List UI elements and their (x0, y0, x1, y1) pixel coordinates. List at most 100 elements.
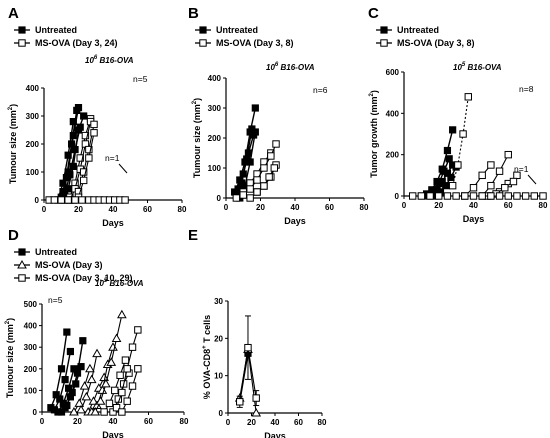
y-axis-label-sup: 2 (5, 320, 11, 324)
data-point (521, 192, 530, 200)
data-point (81, 131, 90, 140)
y-tick-label: 0 (35, 196, 40, 205)
cell-line: B16-OVA (107, 279, 144, 288)
data-point (539, 192, 547, 200)
x-tick-label: 80 (360, 203, 369, 212)
series-line (60, 110, 78, 198)
data-point (417, 192, 426, 200)
data-point (76, 154, 84, 162)
data-point (459, 130, 467, 138)
series-line (464, 164, 492, 197)
data-point (118, 408, 126, 416)
x-axis-label: Days (264, 431, 286, 438)
data-point (464, 93, 472, 101)
data-point (232, 194, 241, 202)
y-tick-label: 400 (386, 109, 400, 118)
y-axis-label-sup: 2 (192, 100, 198, 104)
data-point (111, 386, 119, 395)
data-point (134, 365, 142, 373)
n1-pointer (118, 163, 128, 174)
legend-marker (18, 26, 26, 34)
x-axis-label: Days (284, 216, 306, 226)
dose-exponent: 5 (104, 278, 108, 284)
data-point (495, 192, 504, 200)
series-line (481, 154, 509, 197)
data-point (77, 363, 85, 371)
data-point (64, 151, 72, 159)
data-point (117, 309, 127, 319)
series-line (57, 368, 75, 413)
series-line (80, 353, 98, 411)
dose-base: 10 (453, 63, 462, 72)
data-point (244, 343, 252, 352)
data-point (92, 348, 102, 358)
series-line (53, 351, 72, 411)
data-point (69, 406, 79, 416)
x-tick-label: 60 (504, 201, 513, 210)
data-point (445, 155, 453, 163)
series-line (121, 368, 139, 413)
data-point (100, 408, 108, 416)
data-point (408, 192, 417, 200)
legend-label: MS-OVA (Day 3, 8) (216, 38, 294, 48)
data-point (71, 196, 79, 204)
data-point (447, 173, 455, 181)
y-axis-label-end: ) (5, 318, 15, 321)
x-axis-label: Days (102, 430, 124, 438)
series-open (239, 140, 280, 199)
cell-line: B16-OVA (278, 63, 315, 72)
y-tick-label: 300 (208, 104, 222, 113)
data-point (246, 158, 254, 166)
data-point (79, 176, 88, 185)
y-tick-label: 400 (24, 322, 38, 331)
data-point (128, 343, 137, 351)
data-point (111, 333, 122, 343)
series-line (50, 331, 68, 408)
series-open (408, 192, 547, 200)
data-point (61, 404, 69, 412)
x-tick-label: 60 (143, 205, 152, 214)
y-tick-label: 400 (26, 84, 40, 93)
y-tick-label: 200 (26, 140, 40, 149)
y-axis-label: Tumour size (mm2) (8, 104, 18, 184)
data-point (61, 375, 69, 384)
data-point (239, 170, 247, 178)
data-point (251, 104, 259, 112)
data-point (81, 391, 92, 401)
panel-d: D Untreated MS-OVA (Day 3) MS-OVA (Day 3, 1… (5, 227, 189, 438)
legend-label: Untreated (35, 25, 77, 35)
data-point (236, 398, 244, 406)
data-point (106, 357, 117, 366)
data-point (448, 181, 457, 190)
series-triangle (69, 363, 95, 416)
y-tick-label: 200 (208, 134, 222, 143)
panel-b: B Untreated MS-OVA (Day 3, 8) 0 20 40 60 80 0 100… (188, 5, 369, 226)
legend-label: MS-OVA (Day 3, 24) (35, 38, 118, 48)
data-point (90, 129, 98, 137)
data-point (64, 196, 72, 204)
cell-dose-annotation: 106 B16-OVA (85, 55, 134, 65)
dose-base: 10 (266, 63, 275, 72)
data-point (452, 192, 460, 200)
data-point (504, 192, 512, 200)
y-axis-label-main: Tumour size (mm (8, 110, 18, 184)
series-triangle (90, 309, 127, 416)
data-point (121, 356, 130, 364)
data-point (66, 393, 74, 401)
dose-exponent: 6 (275, 62, 279, 68)
panel-a: A Untreated MS-OVA (Day 3, 24) 0 20 40 60 80 0 10… (8, 5, 187, 228)
data-point (253, 176, 261, 184)
x-tick-label: 40 (109, 205, 118, 214)
y-axis-label-sup: 2 (8, 106, 14, 110)
x-tick-label: 40 (291, 203, 300, 212)
series-filled (61, 123, 84, 198)
y-axis-label-main: Tumour size (mm (192, 104, 202, 178)
panel-letter: E (188, 227, 198, 244)
data-point (251, 128, 259, 136)
series-open (100, 356, 130, 416)
data-point (134, 326, 142, 334)
data-point (71, 145, 79, 154)
y-tick-label: 100 (208, 164, 222, 173)
dose-base: 10 (95, 279, 104, 288)
